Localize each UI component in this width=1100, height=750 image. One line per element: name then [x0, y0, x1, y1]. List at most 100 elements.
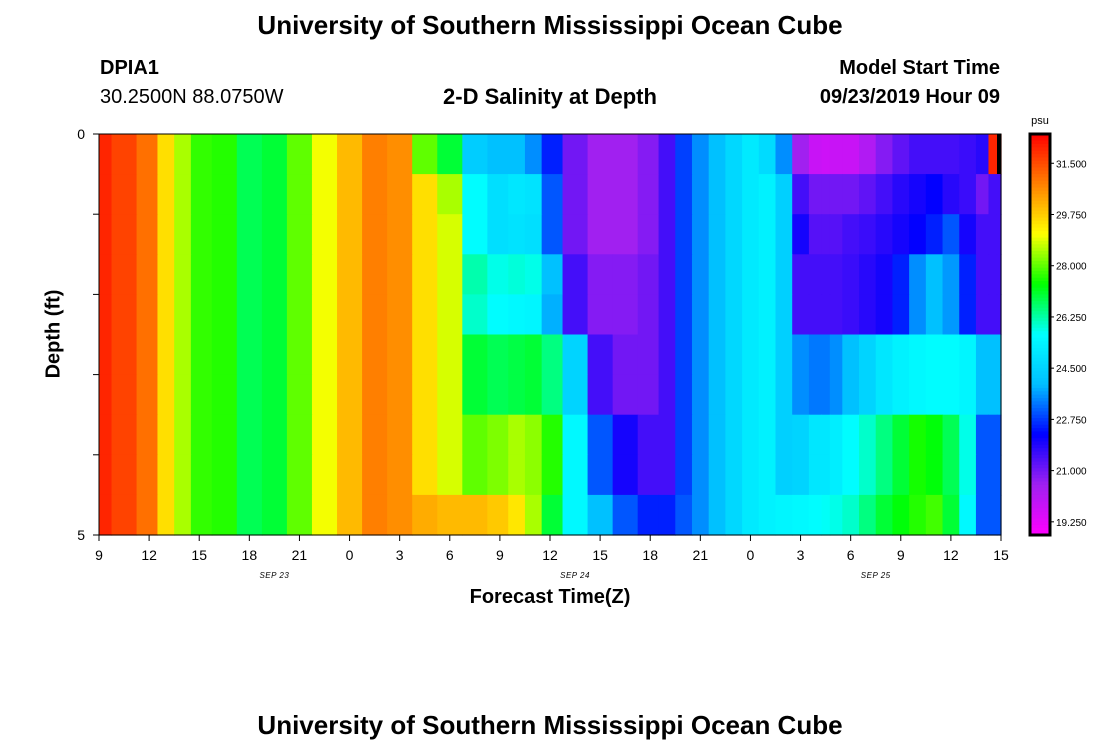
- heatmap-cell: [174, 414, 192, 456]
- heatmap-cell: [725, 134, 743, 175]
- heatmap-cell: [988, 334, 998, 376]
- heatmap-cell: [792, 254, 810, 295]
- colorbar-swatch: [1030, 160, 1050, 165]
- heatmap-cell: [211, 134, 238, 175]
- heatmap-cell: [236, 174, 263, 215]
- heatmap-cell: [541, 454, 564, 496]
- heatmap-cells: [99, 134, 1002, 536]
- heatmap-cell: [691, 174, 710, 215]
- heatmap-cell: [675, 294, 693, 336]
- heatmap-cell: [875, 294, 894, 336]
- heatmap-cell: [190, 134, 213, 175]
- colorbar-swatch: [1030, 217, 1050, 222]
- heatmap-cell: [637, 454, 660, 496]
- heatmap-cell: [362, 454, 388, 496]
- colorbar-swatch: [1030, 341, 1050, 346]
- colorbar-swatch: [1030, 494, 1050, 499]
- heatmap-cell: [675, 454, 693, 496]
- heatmap-cell: [111, 294, 138, 336]
- heatmap-cell: [387, 374, 413, 416]
- heatmap-cell: [725, 254, 743, 295]
- colorbar-swatch: [1030, 391, 1050, 396]
- colorbar: 31.500 29.750 28.000 26.250 24.500 22.750 21.0…: [1028, 115, 1087, 537]
- heatmap-cell: [337, 294, 363, 336]
- heatmap-cell: [157, 134, 175, 175]
- heatmap-cell: [942, 174, 960, 215]
- heatmap-cell: [975, 214, 990, 255]
- colorbar-swatch: [1030, 357, 1050, 362]
- heatmap-cell: [988, 254, 998, 295]
- heatmap-cell: [136, 134, 159, 175]
- heatmap-cell: [775, 494, 793, 536]
- heatmap-cell: [875, 494, 894, 536]
- colorbar-tick-label: 29.750: [1056, 210, 1087, 221]
- heatmap-cell: [261, 214, 288, 255]
- heatmap-cell: [311, 494, 338, 536]
- heatmap-cell: [157, 214, 175, 255]
- heatmap-cell: [524, 174, 543, 215]
- heatmap-cell: [508, 374, 526, 416]
- heatmap-cell: [236, 134, 263, 175]
- heatmap-cell: [959, 134, 977, 175]
- heatmap-cell: [775, 374, 793, 416]
- heatmap-cell: [99, 334, 113, 376]
- heatmap-cell: [821, 174, 831, 215]
- heatmap-cell: [637, 414, 660, 456]
- heatmap-cell: [174, 454, 192, 496]
- colorbar-swatch: [1030, 254, 1050, 259]
- heatmap-cell: [337, 174, 363, 215]
- heatmap-cell: [708, 214, 726, 255]
- heatmap-cell: [691, 454, 710, 496]
- heatmap-cell: [587, 414, 614, 456]
- colorbar-swatch: [1030, 210, 1050, 215]
- heatmap-cell: [892, 254, 910, 295]
- heatmap-cell: [708, 414, 726, 456]
- heatmap-cell: [892, 134, 910, 175]
- heatmap-cell: [462, 334, 488, 376]
- heatmap-cell: [975, 374, 990, 416]
- heatmap-cell: [136, 494, 159, 536]
- colorbar-tick-label: 31.500: [1056, 159, 1087, 170]
- heatmap-cell: [859, 454, 877, 496]
- heatmap-cell: [742, 134, 760, 175]
- heatmap-cell: [541, 494, 564, 536]
- x-tick-label: 21: [693, 547, 709, 563]
- heatmap-cell: [842, 294, 860, 336]
- heatmap-cell: [842, 134, 860, 175]
- heatmap-cell: [808, 254, 823, 295]
- heatmap-cell: [708, 294, 726, 336]
- heatmap-cell: [286, 454, 313, 496]
- heatmap-cell: [637, 174, 660, 215]
- heatmap-cell: [792, 454, 810, 496]
- colorbar-swatch: [1030, 508, 1050, 513]
- colorbar-swatch: [1030, 361, 1050, 366]
- heatmap-cell: [362, 294, 388, 336]
- heatmap-cell: [99, 374, 113, 416]
- heatmap-cell: [996, 374, 1002, 416]
- heatmap-cell: [942, 294, 960, 336]
- heatmap-cell: [959, 374, 977, 416]
- heatmap-cell: [286, 294, 313, 336]
- colorbar-swatch: [1030, 371, 1050, 376]
- heatmap-cell: [612, 174, 639, 215]
- heatmap-cell: [190, 414, 213, 456]
- heatmap-cell: [942, 334, 960, 376]
- heatmap-cell: [821, 254, 831, 295]
- heatmap-cell: [821, 294, 831, 336]
- heatmap-cell: [562, 374, 589, 416]
- heatmap-cell: [875, 334, 894, 376]
- station-coords: 30.2500N 88.0750W: [100, 86, 284, 108]
- heatmap-cell: [587, 334, 614, 376]
- heatmap-cell: [925, 334, 944, 376]
- heatmap-cell: [190, 294, 213, 336]
- heatmap-cell: [829, 374, 843, 416]
- colorbar-swatch: [1030, 468, 1050, 473]
- heatmap-cell: [742, 374, 760, 416]
- heatmap-cell: [337, 494, 363, 536]
- heatmap-cell: [562, 214, 589, 255]
- heatmap-cell: [562, 174, 589, 215]
- colorbar-swatch: [1030, 471, 1050, 476]
- heatmap-cell: [988, 214, 998, 255]
- x-tick-label: 15: [993, 547, 1009, 563]
- heatmap-cell: [875, 214, 894, 255]
